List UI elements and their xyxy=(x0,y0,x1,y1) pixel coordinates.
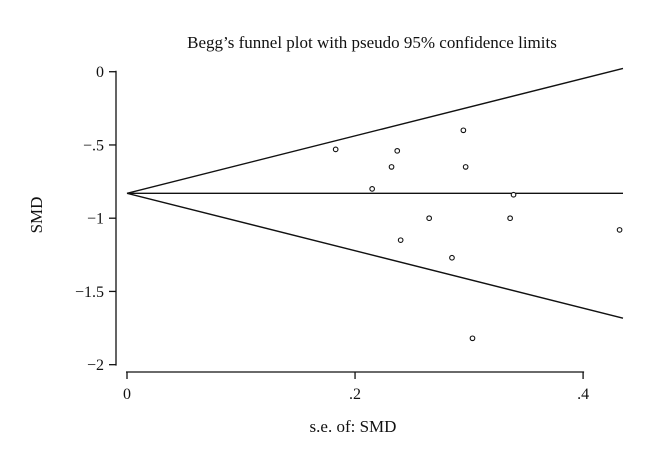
study-point xyxy=(388,164,395,170)
y-tick-label: −.5 xyxy=(83,137,104,154)
y-ticks: 0 −.5 −1 −1.5 −2 xyxy=(75,64,116,374)
study-point xyxy=(460,127,467,134)
y-tick-label: −2 xyxy=(87,357,104,374)
study-points xyxy=(332,127,623,342)
study-point xyxy=(332,146,339,153)
x-axis-label: s.e. of: SMD xyxy=(310,417,397,436)
axes xyxy=(115,70,585,373)
x-tick-label: .2 xyxy=(349,386,361,403)
y-axis-label: SMD xyxy=(27,197,46,234)
study-point xyxy=(449,254,455,261)
x-ticks: 0 .2 .4 xyxy=(123,372,589,403)
y-tick-label: −1.5 xyxy=(75,284,104,301)
lower-confidence-limit-line xyxy=(126,192,624,319)
study-point xyxy=(510,191,517,198)
funnel-lines xyxy=(126,67,624,319)
study-point xyxy=(507,215,513,222)
study-point xyxy=(426,215,433,222)
study-point xyxy=(616,227,623,233)
study-point xyxy=(394,147,401,154)
chart-title: Begg’s funnel plot with pseudo 95% confi… xyxy=(187,33,557,52)
y-tick-label: −1 xyxy=(87,211,104,228)
study-point xyxy=(469,335,476,342)
study-point xyxy=(369,186,375,192)
upper-confidence-limit-line xyxy=(126,67,624,194)
study-point xyxy=(397,237,404,244)
x-tick-label: 0 xyxy=(123,386,131,403)
study-point xyxy=(462,164,469,170)
y-tick-label: 0 xyxy=(96,64,104,81)
x-tick-label: .4 xyxy=(577,386,589,403)
